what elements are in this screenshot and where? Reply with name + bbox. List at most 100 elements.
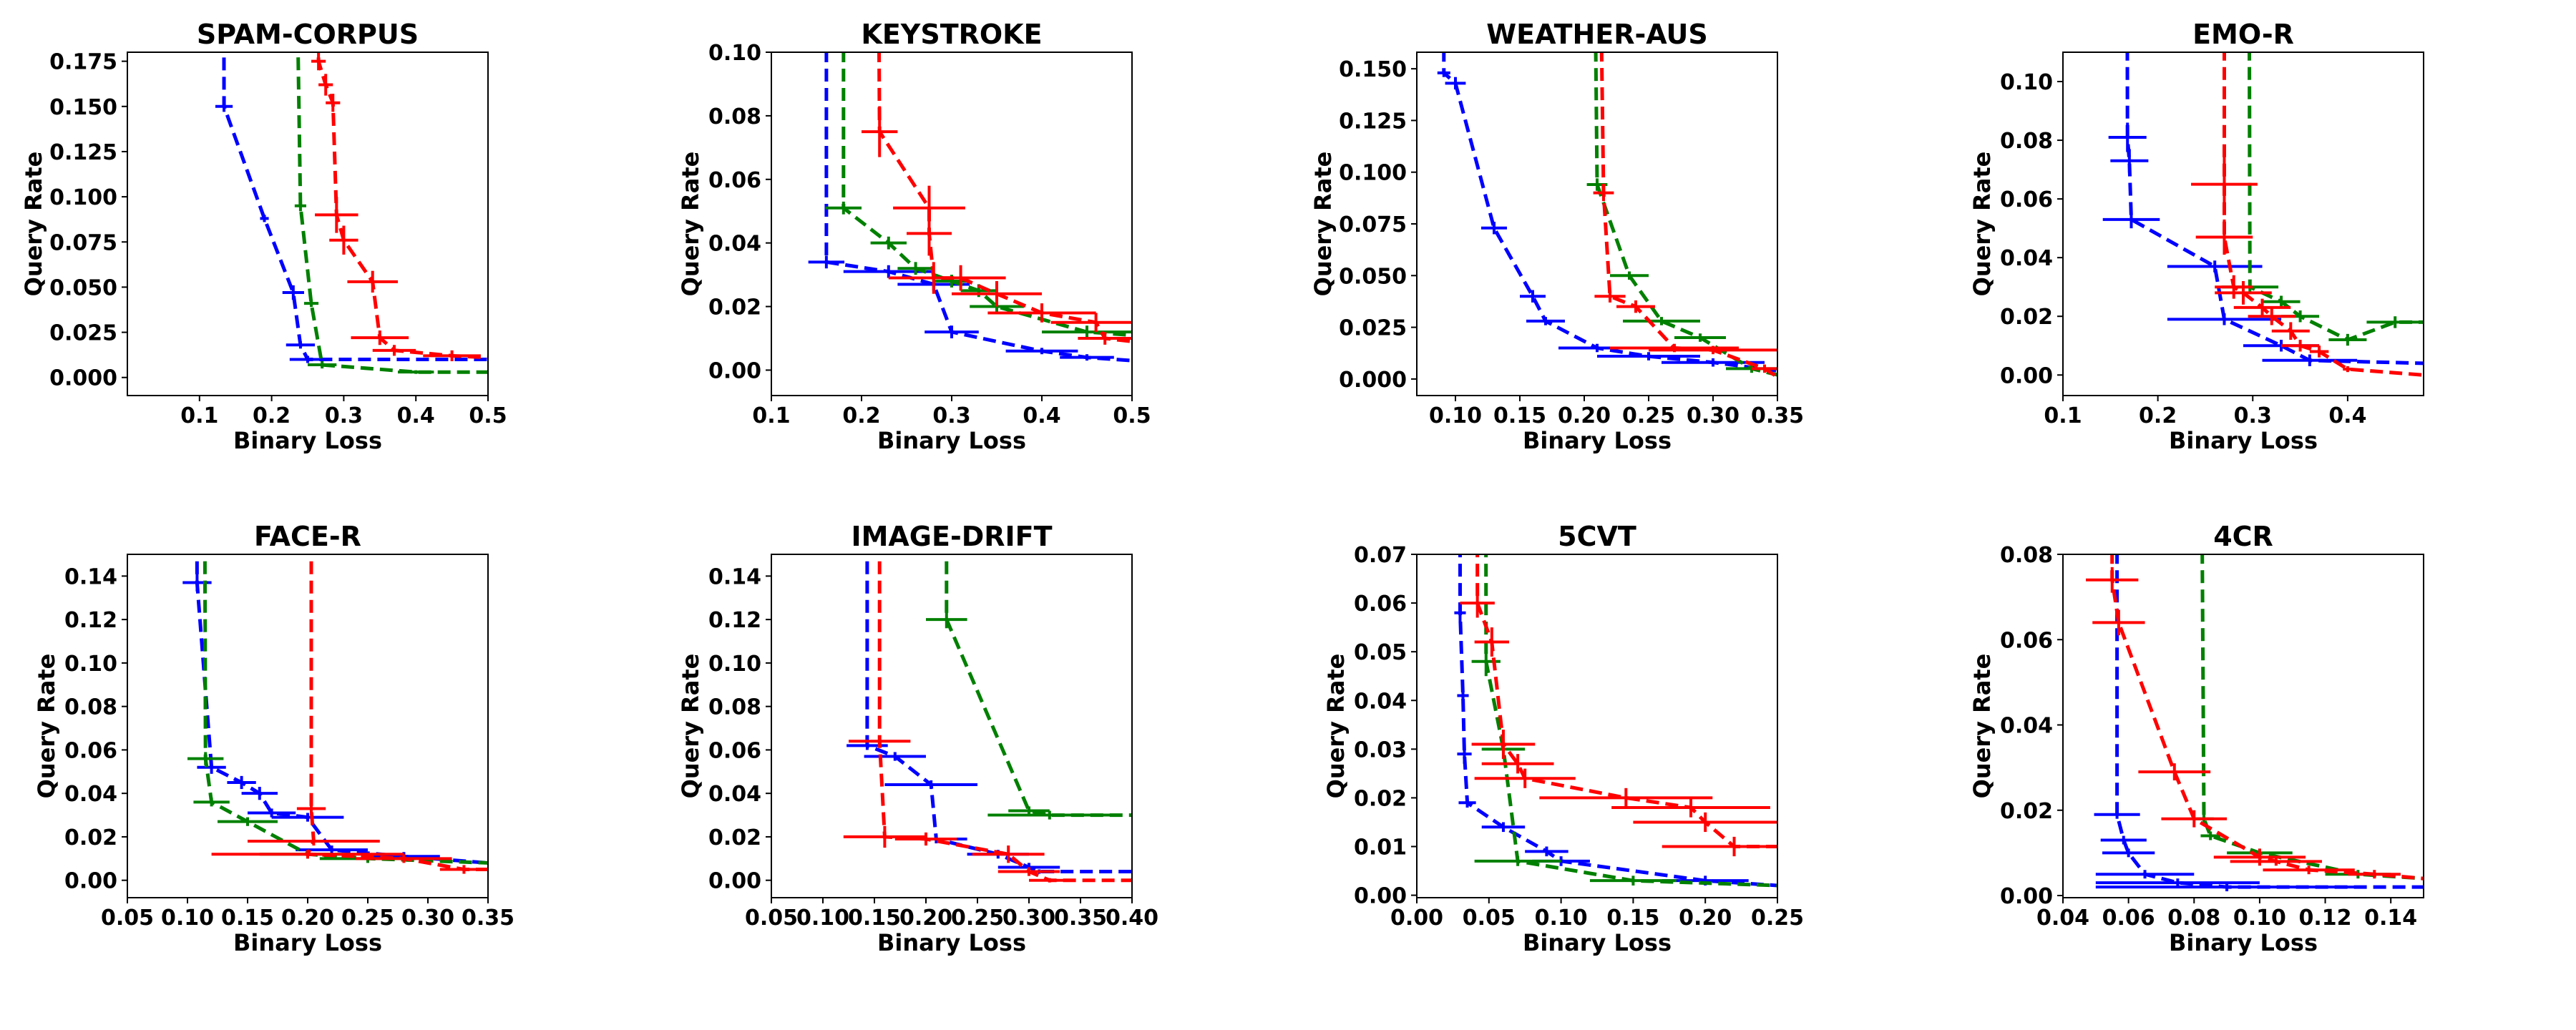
plot-area — [182, 554, 488, 874]
x-tick-label: 0.15 — [1606, 906, 1659, 931]
x-tick-label: 0.20 — [1679, 906, 1732, 931]
y-tick-label: 0.07 — [1354, 543, 1407, 568]
y-tick-label: 0.150 — [1339, 57, 1407, 82]
x-tick-label: 0.10 — [2233, 906, 2286, 931]
y-tick-label: 0.050 — [49, 275, 117, 300]
subplot-title: SPAM-CORPUS — [197, 19, 419, 50]
series-line-2 — [1599, 52, 1777, 379]
y-tick-label: 0.14 — [64, 564, 117, 589]
x-tick-label: 0.5 — [469, 403, 507, 428]
y-tick-label: 0.06 — [708, 738, 761, 763]
y-tick-label: 0.000 — [1339, 368, 1407, 393]
y-tick-label: 0.10 — [708, 652, 761, 677]
subplot-keystroke: 0.1 0.2 0.3 0.4 0.5 0.00 0.02 0.04 0.06 0.08 0.10 K… — [677, 19, 1151, 454]
y-tick-label: 0.06 — [2000, 187, 2053, 212]
y-tick-label: 0.02 — [708, 825, 761, 850]
y-axis-label: Query Rate — [1968, 654, 1996, 799]
axes-frame — [771, 554, 1133, 898]
series-line-2 — [2110, 554, 2424, 881]
x-tick-label: 0.35 — [462, 906, 514, 931]
x-tick-label: 0.20 — [1558, 403, 1611, 428]
y-tick-label: 0.08 — [708, 695, 761, 720]
y-tick-label: 0.06 — [2000, 628, 2053, 653]
x-tick-label: 0.25 — [341, 906, 394, 931]
y-tick-label: 0.025 — [1339, 316, 1407, 341]
y-tick-label: 0.10 — [2000, 70, 2053, 95]
y-axis-label: Query Rate — [1322, 654, 1350, 799]
y-axis-label: Query Rate — [677, 654, 704, 799]
x-axis-label: Binary Loss — [1523, 929, 1672, 956]
plot-area — [1437, 52, 1777, 379]
y-tick-label: 0.06 — [708, 168, 761, 193]
x-tick-label: 0.10 — [1535, 906, 1588, 931]
x-axis-label: Binary Loss — [877, 929, 1026, 956]
x-tick-label: 0.08 — [2167, 906, 2220, 931]
x-tick-label: 0.25 — [1751, 906, 1804, 931]
subplot-emo-r: 0.1 0.2 0.3 0.4 0.00 0.02 0.04 0.06 0.08 0.10 EMO-… — [1968, 19, 2424, 454]
x-axis-label: Binary Loss — [233, 427, 382, 454]
x-tick-label: 0.1 — [180, 403, 218, 428]
x-tick-label: 0.40 — [1106, 906, 1158, 931]
y-tick-label: 0.08 — [2000, 129, 2053, 154]
x-tick-label: 0.00 — [1390, 906, 1443, 931]
series-line-2 — [316, 52, 488, 360]
subplot-title: IMAGE-DRIFT — [851, 521, 1052, 552]
plot-area — [215, 52, 488, 374]
x-tick-label: 0.2 — [253, 403, 291, 428]
x-tick-label: 0.3 — [2234, 403, 2272, 428]
axes-frame — [2062, 52, 2424, 396]
subplot-title: EMO-R — [2192, 19, 2294, 50]
y-axis-label: Query Rate — [33, 654, 60, 799]
y-axis-label: Query Rate — [1309, 152, 1337, 297]
series-line-1 — [841, 52, 1132, 338]
axes-frame — [2062, 554, 2424, 898]
series-line-1 — [1484, 554, 1777, 888]
y-tick-label: 0.02 — [2000, 305, 2053, 330]
y-tick-label: 0.075 — [49, 230, 117, 255]
x-tick-label: 0.25 — [1622, 403, 1675, 428]
x-tick-label: 0.30 — [401, 906, 454, 931]
y-tick-label: 0.14 — [708, 564, 761, 589]
plot-area — [1454, 554, 1777, 888]
series-line-1 — [1594, 52, 1777, 377]
y-tick-label: 0.02 — [64, 825, 117, 850]
y-axis-label: Query Rate — [1968, 152, 1996, 297]
subplot-4cr: 0.04 0.06 0.08 0.10 0.12 0.14 0.00 0.02 0.04 0.06… — [1968, 521, 2424, 956]
x-tick-label: 0.30 — [1002, 906, 1055, 931]
x-axis-label: Binary Loss — [2169, 929, 2318, 956]
y-tick-label: 0.06 — [1354, 592, 1407, 617]
plot-area — [843, 554, 1132, 883]
x-tick-label: 0.20 — [899, 906, 952, 931]
plot-area — [2102, 52, 2424, 377]
y-tick-label: 0.04 — [708, 232, 761, 257]
y-tick-label: 0.100 — [49, 185, 117, 210]
subplot-5cvt: 0.00 0.05 0.10 0.15 0.20 0.25 0.00 0.01 0.02 0.03… — [1322, 521, 1804, 956]
x-tick-label: 0.25 — [951, 906, 1004, 931]
y-axis-label: Query Rate — [677, 152, 704, 297]
x-tick-label: 0.35 — [1054, 906, 1107, 931]
subplot-title: FACE-R — [254, 521, 361, 552]
y-tick-label: 0.025 — [49, 321, 117, 346]
y-tick-label: 0.00 — [2000, 363, 2053, 388]
y-tick-label: 0.03 — [1354, 737, 1407, 762]
axes-frame — [127, 52, 489, 396]
subplot-image-drift: 0.050.100.150.200.250.300.350.400.000.02… — [677, 521, 1158, 956]
y-tick-label: 0.10 — [64, 652, 117, 677]
x-tick-label: 0.10 — [796, 906, 849, 931]
y-tick-label: 0.175 — [49, 50, 117, 75]
y-tick-label: 0.00 — [1354, 884, 1407, 909]
series-line-1 — [296, 52, 488, 374]
series-line-1 — [2248, 52, 2424, 342]
y-tick-label: 0.08 — [2000, 543, 2053, 568]
y-tick-label: 0.06 — [64, 738, 117, 763]
plot-area — [808, 52, 1132, 363]
x-axis-label: Binary Loss — [877, 427, 1026, 454]
y-axis-label: Query Rate — [20, 152, 47, 297]
series-line-0 — [222, 52, 488, 361]
x-tick-label: 0.3 — [325, 403, 363, 428]
y-tick-label: 0.01 — [1354, 835, 1407, 860]
axes-frame — [1416, 554, 1778, 898]
x-tick-label: 0.15 — [1493, 403, 1546, 428]
x-tick-label: 0.10 — [1429, 403, 1482, 428]
